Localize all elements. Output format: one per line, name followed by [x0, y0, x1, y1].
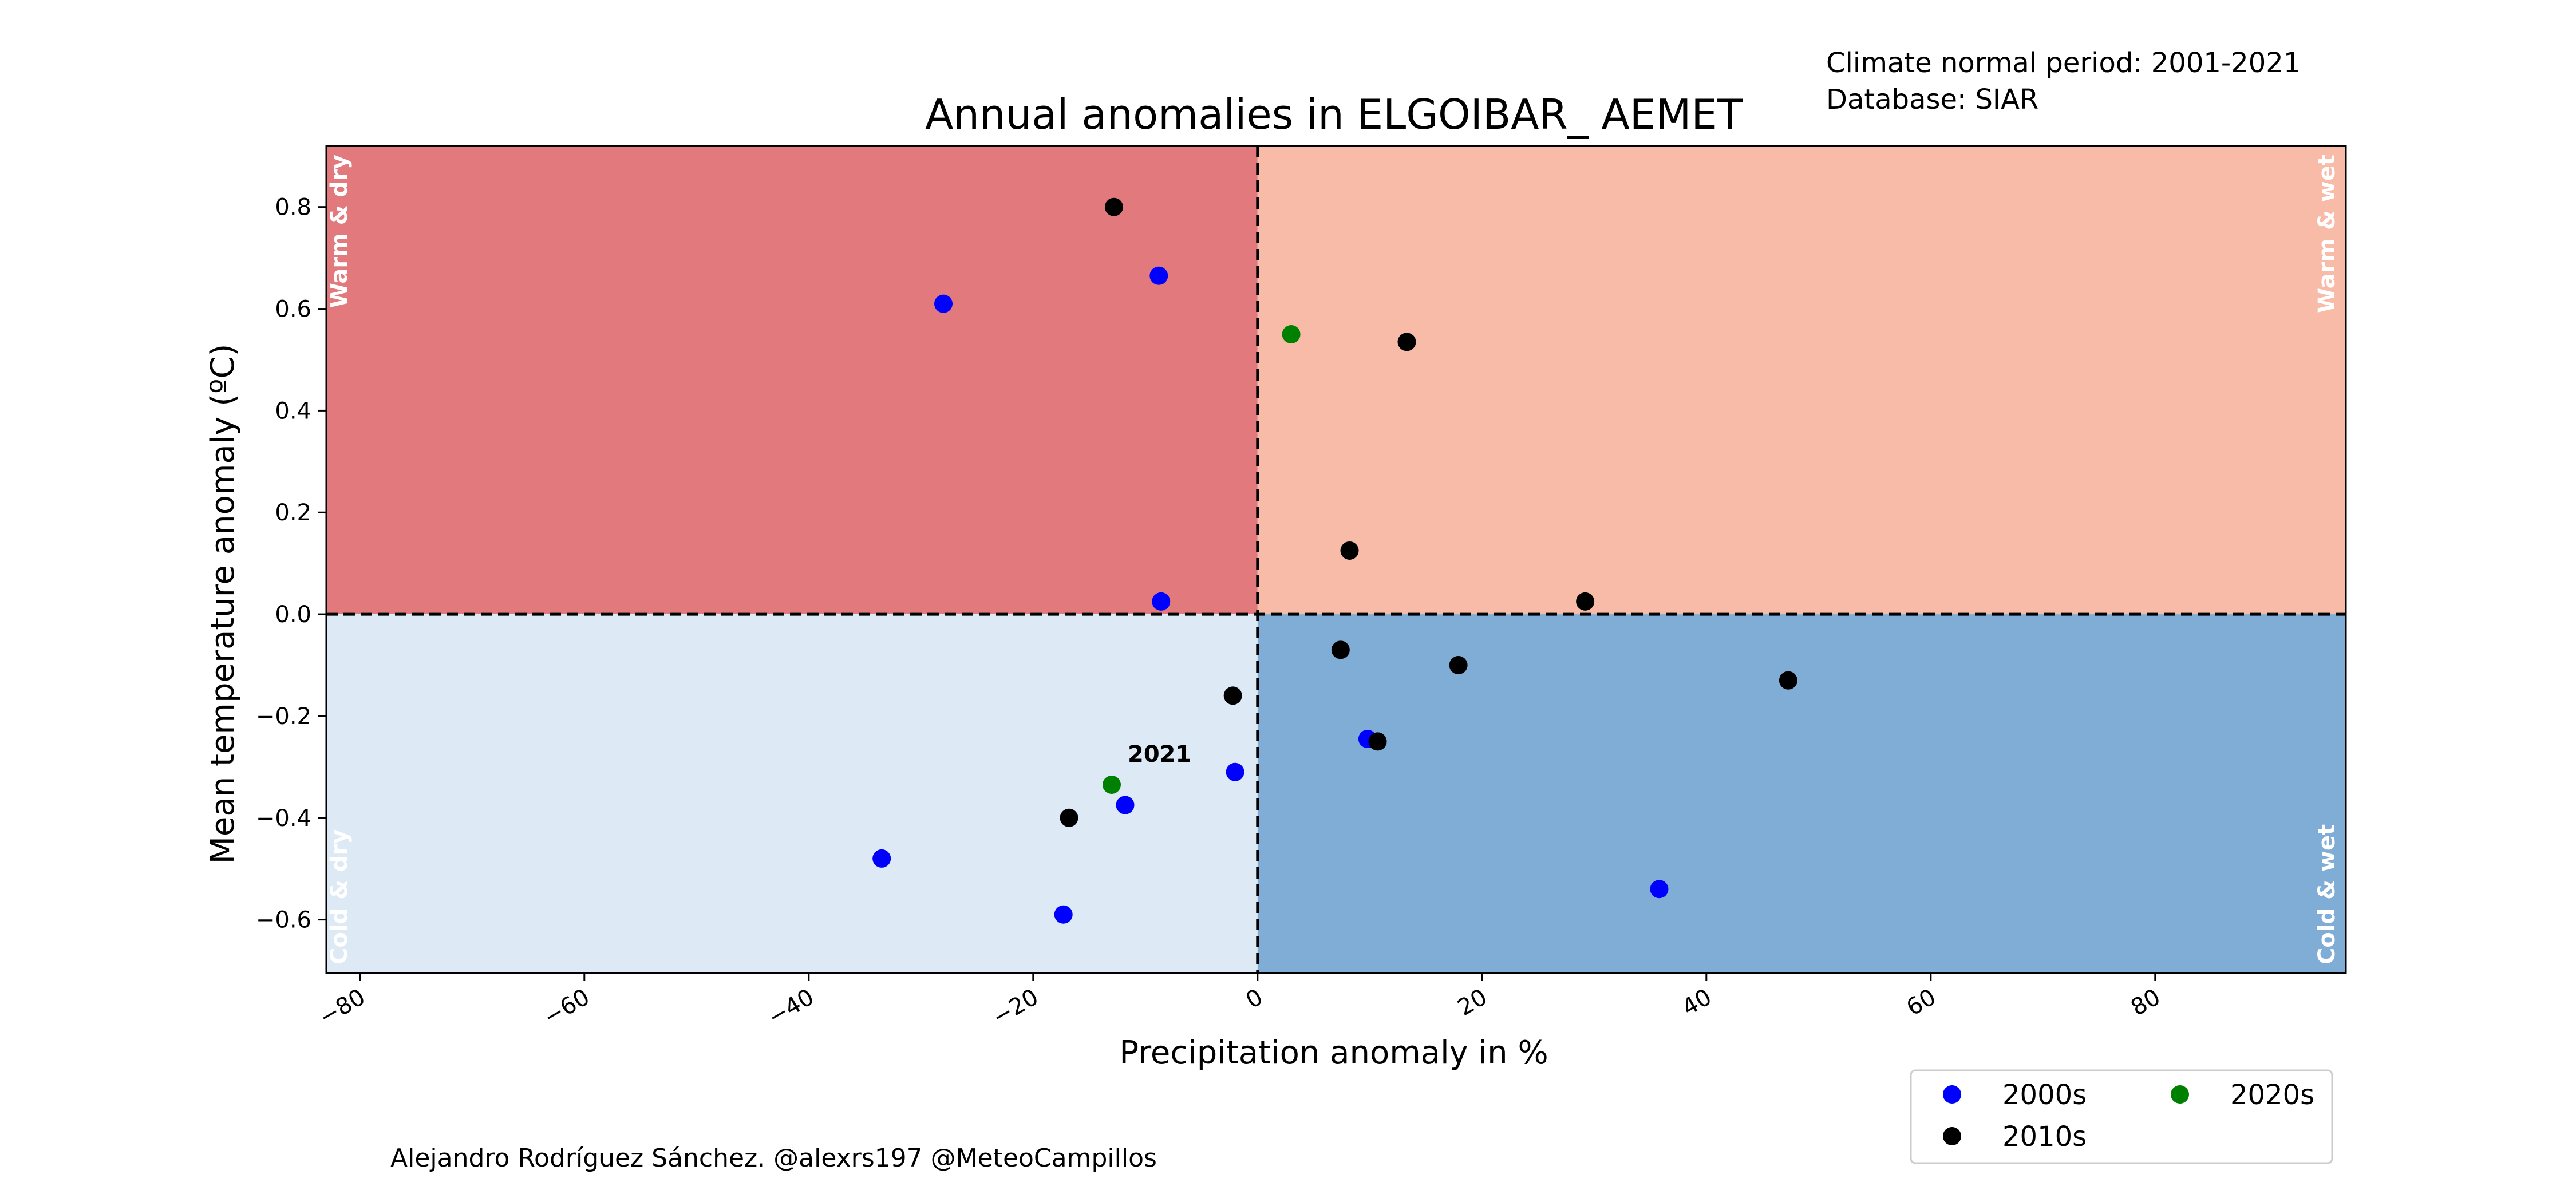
y-tick-label: 0.4 — [275, 398, 311, 424]
y-axis-title: Mean temperature anomaly (ºC) — [204, 344, 242, 864]
point-2010s-0 — [1104, 197, 1123, 216]
point-2010s-9 — [1060, 808, 1078, 827]
point-2010s-8 — [1368, 732, 1387, 751]
y-tick-label: 0.0 — [275, 602, 311, 628]
point-2010s-4 — [1331, 640, 1350, 659]
plot-frame — [325, 145, 2347, 974]
y-tick-label: −0.6 — [256, 907, 311, 934]
x-axis-ticks: −80 −60 −40 −20 0 20 40 60 80 — [315, 973, 2165, 1031]
legend-marker-2000s — [1943, 1085, 1961, 1104]
point-2010s-3 — [1576, 592, 1595, 611]
legend-marker-2020s — [2171, 1085, 2189, 1104]
point-2000s-4 — [1054, 905, 1073, 924]
quadrant-cold-wet — [1257, 614, 2346, 973]
legend: 2000s 2010s 2020s — [1910, 1069, 2333, 1164]
x-tick-label: −40 — [764, 984, 819, 1031]
point-2000s-2 — [1152, 592, 1171, 611]
point-2000s-8 — [1650, 880, 1669, 899]
x-axis-title: Precipitation anomaly in % — [1119, 1034, 1548, 1071]
reference-lines — [326, 146, 2346, 973]
legend-marker-2010s — [1943, 1127, 1961, 1145]
annotation-2021: 2021 — [1128, 741, 1191, 768]
x-tick-label: 40 — [1678, 984, 1716, 1021]
y-tick-label: −0.4 — [256, 805, 311, 832]
quadrant-warm-dry — [326, 146, 1258, 615]
data-points — [872, 197, 1797, 924]
point-2000s-1 — [1149, 266, 1168, 285]
point-2010s-2 — [1340, 541, 1359, 560]
legend-label-2000s: 2000s — [2002, 1079, 2087, 1111]
database-label: Database: SIAR — [1826, 84, 2038, 116]
point-2000s-5 — [1116, 796, 1135, 814]
annotations: 2021 — [1128, 741, 1191, 768]
y-axis-ticks: −0.6 −0.4 −0.2 0.0 0.2 0.4 0.6 0.8 — [256, 195, 326, 934]
credit-text: Alejandro Rodríguez Sánchez. @alexrs197 … — [390, 1144, 1157, 1173]
x-tick-label: −60 — [539, 984, 594, 1031]
quadrant-label-warm-dry: Warm & dry — [326, 155, 353, 308]
legend-label-2010s: 2010s — [2002, 1121, 2087, 1153]
y-tick-label: 0.2 — [275, 500, 311, 526]
legend-box — [1910, 1069, 2333, 1164]
y-tick-label: 0.8 — [275, 195, 311, 221]
quadrant-label-cold-wet: Cold & wet — [2314, 824, 2340, 964]
point-2010s-6 — [1779, 671, 1797, 690]
point-2010s-7 — [1223, 686, 1242, 705]
point-2010s-1 — [1397, 333, 1416, 351]
x-tick-label: 80 — [2127, 984, 2165, 1021]
point-2000s-3 — [872, 849, 891, 868]
x-tick-label: −20 — [988, 984, 1043, 1031]
quadrant-backgrounds — [326, 146, 2346, 973]
x-tick-label: 20 — [1453, 984, 1492, 1021]
x-tick-label: 60 — [1902, 984, 1941, 1021]
y-tick-label: 0.6 — [275, 296, 311, 323]
x-tick-label: −80 — [315, 984, 370, 1031]
point-2000s-6 — [1226, 762, 1244, 781]
point-2020s-1 — [1103, 775, 1121, 794]
quadrant-labels: Warm & dry Warm & wet Cold & dry Cold & wet — [326, 155, 2340, 964]
point-2000s-0 — [934, 294, 953, 313]
quadrant-label-warm-wet: Warm & wet — [2314, 155, 2340, 313]
climate-normal-label: Climate normal period: 2001-2021 — [1826, 47, 2301, 79]
point-2020s-0 — [1282, 325, 1301, 344]
chart-title: Annual anomalies in ELGOIBAR_ AEMET — [925, 90, 1743, 139]
quadrant-label-cold-dry: Cold & dry — [326, 829, 353, 964]
x-tick-label: 0 — [1242, 984, 1267, 1014]
y-tick-label: −0.2 — [256, 703, 311, 730]
quadrant-warm-wet — [1257, 146, 2346, 615]
point-2010s-5 — [1449, 656, 1468, 675]
legend-label-2020s: 2020s — [2230, 1079, 2314, 1111]
quadrant-cold-dry — [326, 614, 1258, 973]
